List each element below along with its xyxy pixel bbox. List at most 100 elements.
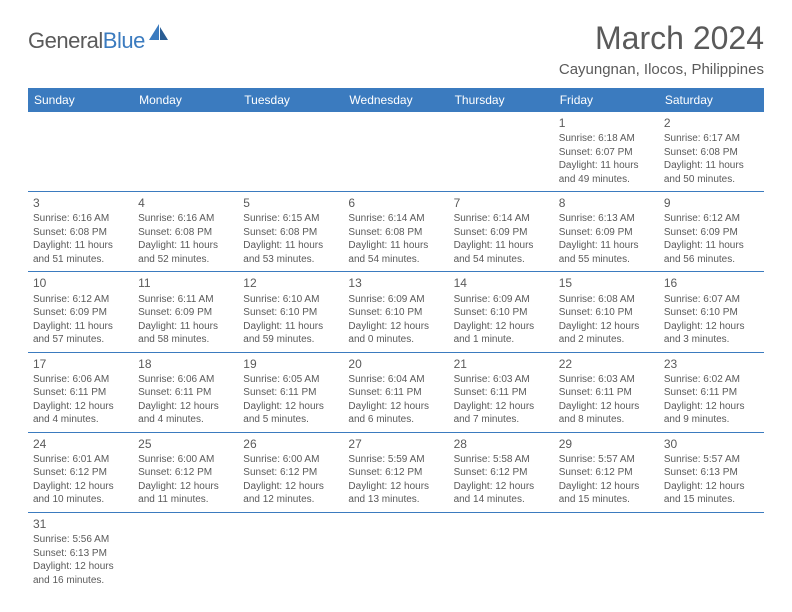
daylight-text: Daylight: 12 hours and 8 minutes.	[559, 400, 654, 427]
daylight-text: Daylight: 12 hours and 4 minutes.	[138, 400, 233, 427]
calendar-cell: 16Sunrise: 6:07 AMSunset: 6:10 PMDayligh…	[659, 272, 764, 352]
sunrise-text: Sunrise: 6:16 AM	[138, 212, 233, 226]
day-info: Sunrise: 6:09 AMSunset: 6:10 PMDaylight:…	[348, 293, 443, 347]
sunset-text: Sunset: 6:07 PM	[559, 146, 654, 160]
sunrise-text: Sunrise: 6:08 AM	[559, 293, 654, 307]
daylight-text: Daylight: 12 hours and 16 minutes.	[33, 560, 128, 587]
daylight-text: Daylight: 12 hours and 15 minutes.	[664, 480, 759, 507]
calendar-cell: 27Sunrise: 5:59 AMSunset: 6:12 PMDayligh…	[343, 432, 448, 512]
day-number: 9	[664, 195, 759, 211]
sunset-text: Sunset: 6:11 PM	[664, 386, 759, 400]
calendar-cell	[343, 512, 448, 592]
day-number: 26	[243, 436, 338, 452]
daylight-text: Daylight: 11 hours and 54 minutes.	[454, 239, 549, 266]
sunset-text: Sunset: 6:10 PM	[454, 306, 549, 320]
day-number: 20	[348, 356, 443, 372]
sunset-text: Sunset: 6:09 PM	[664, 226, 759, 240]
sail-icon	[148, 23, 170, 46]
calendar-cell: 2Sunrise: 6:17 AMSunset: 6:08 PMDaylight…	[659, 112, 764, 192]
sunrise-text: Sunrise: 5:56 AM	[33, 533, 128, 547]
daylight-text: Daylight: 12 hours and 12 minutes.	[243, 480, 338, 507]
calendar-cell: 20Sunrise: 6:04 AMSunset: 6:11 PMDayligh…	[343, 352, 448, 432]
day-info: Sunrise: 6:14 AMSunset: 6:09 PMDaylight:…	[454, 212, 549, 266]
sunset-text: Sunset: 6:11 PM	[348, 386, 443, 400]
calendar-cell: 5Sunrise: 6:15 AMSunset: 6:08 PMDaylight…	[238, 192, 343, 272]
day-number: 22	[559, 356, 654, 372]
day-info: Sunrise: 6:08 AMSunset: 6:10 PMDaylight:…	[559, 293, 654, 347]
daylight-text: Daylight: 11 hours and 56 minutes.	[664, 239, 759, 266]
calendar-cell: 29Sunrise: 5:57 AMSunset: 6:12 PMDayligh…	[554, 432, 659, 512]
sunset-text: Sunset: 6:08 PM	[243, 226, 338, 240]
daylight-text: Daylight: 11 hours and 55 minutes.	[559, 239, 654, 266]
calendar-cell	[28, 112, 133, 192]
sunrise-text: Sunrise: 6:10 AM	[243, 293, 338, 307]
day-number: 17	[33, 356, 128, 372]
daylight-text: Daylight: 12 hours and 6 minutes.	[348, 400, 443, 427]
daylight-text: Daylight: 12 hours and 2 minutes.	[559, 320, 654, 347]
calendar-cell: 23Sunrise: 6:02 AMSunset: 6:11 PMDayligh…	[659, 352, 764, 432]
day-number: 15	[559, 275, 654, 291]
daylight-text: Daylight: 12 hours and 0 minutes.	[348, 320, 443, 347]
sunset-text: Sunset: 6:13 PM	[33, 547, 128, 561]
day-number: 7	[454, 195, 549, 211]
day-info: Sunrise: 5:59 AMSunset: 6:12 PMDaylight:…	[348, 453, 443, 507]
calendar-cell: 15 Sunrise: 6:08 AMSunset: 6:10 PMDayligh…	[554, 272, 659, 352]
calendar-cell: 12Sunrise: 6:10 AMSunset: 6:10 PMDayligh…	[238, 272, 343, 352]
day-number: 10	[33, 275, 128, 291]
sunset-text: Sunset: 6:09 PM	[138, 306, 233, 320]
day-number: 31	[33, 516, 128, 532]
calendar-cell	[554, 512, 659, 592]
sunset-text: Sunset: 6:09 PM	[33, 306, 128, 320]
calendar-cell: 14Sunrise: 6:09 AMSunset: 6:10 PMDayligh…	[449, 272, 554, 352]
daylight-text: Daylight: 12 hours and 9 minutes.	[664, 400, 759, 427]
sunrise-text: Sunrise: 6:11 AM	[138, 293, 233, 307]
day-number: 16	[664, 275, 759, 291]
sunset-text: Sunset: 6:10 PM	[559, 306, 654, 320]
sunset-text: Sunset: 6:12 PM	[33, 466, 128, 480]
day-number: 6	[348, 195, 443, 211]
daylight-text: Daylight: 12 hours and 5 minutes.	[243, 400, 338, 427]
day-info: Sunrise: 6:11 AMSunset: 6:09 PMDaylight:…	[138, 293, 233, 347]
day-number: 25	[138, 436, 233, 452]
daylight-text: Daylight: 11 hours and 53 minutes.	[243, 239, 338, 266]
sunset-text: Sunset: 6:12 PM	[138, 466, 233, 480]
weekday-header: Wednesday	[343, 88, 448, 112]
calendar-cell	[238, 512, 343, 592]
calendar-row: 31Sunrise: 5:56 AMSunset: 6:13 PMDayligh…	[28, 512, 764, 592]
day-info: Sunrise: 6:17 AMSunset: 6:08 PMDaylight:…	[664, 132, 759, 186]
sunset-text: Sunset: 6:11 PM	[559, 386, 654, 400]
day-number: 3	[33, 195, 128, 211]
sunset-text: Sunset: 6:12 PM	[243, 466, 338, 480]
weekday-header: Saturday	[659, 88, 764, 112]
day-info: Sunrise: 6:06 AMSunset: 6:11 PMDaylight:…	[138, 373, 233, 427]
weekday-header: Tuesday	[238, 88, 343, 112]
day-number: 4	[138, 195, 233, 211]
sunrise-text: Sunrise: 5:59 AM	[348, 453, 443, 467]
calendar-cell: 31Sunrise: 5:56 AMSunset: 6:13 PMDayligh…	[28, 512, 133, 592]
sunrise-text: Sunrise: 6:06 AM	[138, 373, 233, 387]
daylight-text: Daylight: 12 hours and 3 minutes.	[664, 320, 759, 347]
calendar-cell: 10Sunrise: 6:12 AMSunset: 6:09 PMDayligh…	[28, 272, 133, 352]
day-number: 5	[243, 195, 338, 211]
day-info: Sunrise: 6:00 AMSunset: 6:12 PMDaylight:…	[138, 453, 233, 507]
day-number: 2	[664, 115, 759, 131]
sunrise-text: Sunrise: 6:00 AM	[138, 453, 233, 467]
sunrise-text: Sunrise: 6:01 AM	[33, 453, 128, 467]
sunrise-text: Sunrise: 6:15 AM	[243, 212, 338, 226]
day-info: Sunrise: 6:03 AMSunset: 6:11 PMDaylight:…	[559, 373, 654, 427]
calendar-cell: 26Sunrise: 6:00 AMSunset: 6:12 PMDayligh…	[238, 432, 343, 512]
day-info: Sunrise: 6:04 AMSunset: 6:11 PMDaylight:…	[348, 373, 443, 427]
daylight-text: Daylight: 12 hours and 11 minutes.	[138, 480, 233, 507]
sunrise-text: Sunrise: 6:02 AM	[664, 373, 759, 387]
daylight-text: Daylight: 11 hours and 52 minutes.	[138, 239, 233, 266]
sunrise-text: Sunrise: 5:58 AM	[454, 453, 549, 467]
sunrise-text: Sunrise: 6:17 AM	[664, 132, 759, 146]
sunrise-text: Sunrise: 6:09 AM	[348, 293, 443, 307]
daylight-text: Daylight: 12 hours and 13 minutes.	[348, 480, 443, 507]
sunset-text: Sunset: 6:10 PM	[348, 306, 443, 320]
weekday-header-row: Sunday Monday Tuesday Wednesday Thursday…	[28, 88, 764, 112]
sunset-text: Sunset: 6:10 PM	[243, 306, 338, 320]
sunset-text: Sunset: 6:12 PM	[348, 466, 443, 480]
calendar-cell: 24Sunrise: 6:01 AMSunset: 6:12 PMDayligh…	[28, 432, 133, 512]
day-info: Sunrise: 6:09 AMSunset: 6:10 PMDaylight:…	[454, 293, 549, 347]
